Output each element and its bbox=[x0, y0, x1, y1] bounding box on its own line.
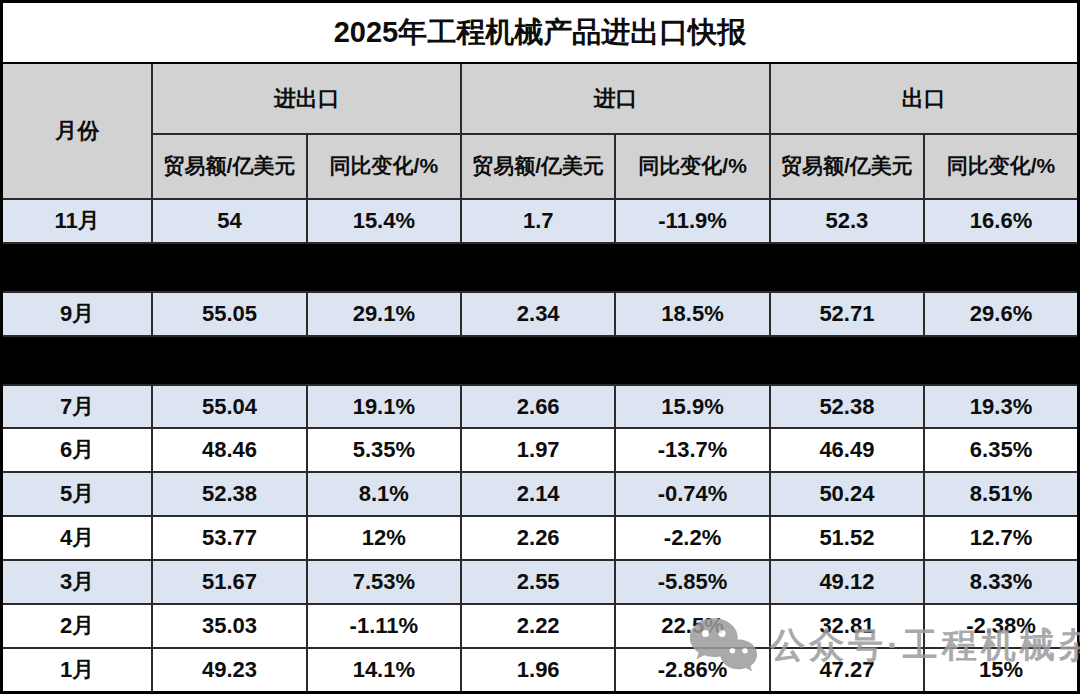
value-cell: 8.33% bbox=[924, 560, 1078, 604]
header-yoy-change-3: 同比变化/% bbox=[924, 134, 1078, 199]
month-cell: 11月 bbox=[2, 199, 153, 243]
value-cell: 50.24 bbox=[770, 472, 924, 516]
table-row: 6月48.465.35%1.97-13.7%46.496.35% bbox=[2, 428, 1079, 472]
value-cell: 53.77 bbox=[152, 516, 306, 560]
value-cell: -0.74% bbox=[615, 472, 769, 516]
value-cell: 46.49 bbox=[770, 428, 924, 472]
table-row: 5月52.388.1%2.14-0.74%50.248.51% bbox=[2, 472, 1079, 516]
table-row: 2月35.03-1.11%2.2222.5%32.81-2.38% bbox=[2, 604, 1079, 648]
value-cell: 12% bbox=[307, 516, 461, 560]
value-cell: 29.1% bbox=[307, 292, 461, 336]
value-cell: 52.38 bbox=[770, 385, 924, 429]
value-cell: -11.9% bbox=[615, 199, 769, 243]
value-cell: 19.3% bbox=[924, 385, 1078, 429]
value-cell: -2.2% bbox=[615, 516, 769, 560]
month-cell: 3月 bbox=[2, 560, 153, 604]
month-cell: 9月 bbox=[2, 292, 153, 336]
header-sub-row: 贸易额/亿美元 同比变化/% 贸易额/亿美元 同比变化/% 贸易额/亿美元 同比… bbox=[2, 134, 1079, 199]
month-cell: 1月 bbox=[2, 648, 153, 693]
value-cell: 15.9% bbox=[615, 385, 769, 429]
value-cell: 2.66 bbox=[461, 385, 615, 429]
value-cell: 55.04 bbox=[152, 385, 306, 429]
table-row: 3月51.677.53%2.55-5.85%49.128.33% bbox=[2, 560, 1079, 604]
month-cell: 6月 bbox=[2, 428, 153, 472]
value-cell: 14.1% bbox=[307, 648, 461, 693]
table-row: 9月55.0529.1%2.3418.5%52.7129.6% bbox=[2, 292, 1079, 336]
value-cell: -2.38% bbox=[924, 604, 1078, 648]
table-title: 2025年工程机械产品进出口快报 bbox=[2, 2, 1079, 64]
value-cell: 19.1% bbox=[307, 385, 461, 429]
value-cell: 12.7% bbox=[924, 516, 1078, 560]
value-cell: 54 bbox=[152, 199, 306, 243]
header-group-import: 进口 bbox=[461, 63, 770, 133]
value-cell: 18.5% bbox=[615, 292, 769, 336]
value-cell: -13.7% bbox=[615, 428, 769, 472]
header-yoy-change-1: 同比变化/% bbox=[307, 134, 461, 199]
value-cell: 49.12 bbox=[770, 560, 924, 604]
table-row: 11月5415.4%1.7-11.9%52.316.6% bbox=[2, 199, 1079, 243]
value-cell: 1.7 bbox=[461, 199, 615, 243]
header-yoy-change-2: 同比变化/% bbox=[615, 134, 769, 199]
value-cell: 47.27 bbox=[770, 648, 924, 693]
value-cell: -5.85% bbox=[615, 560, 769, 604]
header-trade-amount-3: 贸易额/亿美元 bbox=[770, 134, 924, 199]
header-month: 月份 bbox=[2, 63, 153, 198]
redacted-cell bbox=[2, 243, 1079, 292]
header-group-import-export: 进出口 bbox=[152, 63, 461, 133]
value-cell: 15% bbox=[924, 648, 1078, 693]
value-cell: 1.96 bbox=[461, 648, 615, 693]
value-cell: 2.22 bbox=[461, 604, 615, 648]
header-trade-amount-1: 贸易额/亿美元 bbox=[152, 134, 306, 199]
value-cell: 2.14 bbox=[461, 472, 615, 516]
value-cell: -1.11% bbox=[307, 604, 461, 648]
value-cell: 15.4% bbox=[307, 199, 461, 243]
value-cell: 8.1% bbox=[307, 472, 461, 516]
table-row: 4月53.7712%2.26-2.2%51.5212.7% bbox=[2, 516, 1079, 560]
value-cell: 55.05 bbox=[152, 292, 306, 336]
value-cell: 1.97 bbox=[461, 428, 615, 472]
month-cell: 4月 bbox=[2, 516, 153, 560]
value-cell: 32.81 bbox=[770, 604, 924, 648]
month-cell: 7月 bbox=[2, 385, 153, 429]
value-cell: 5.35% bbox=[307, 428, 461, 472]
value-cell: 51.67 bbox=[152, 560, 306, 604]
header-trade-amount-2: 贸易额/亿美元 bbox=[461, 134, 615, 199]
value-cell: 49.23 bbox=[152, 648, 306, 693]
value-cell: 48.46 bbox=[152, 428, 306, 472]
title-row: 2025年工程机械产品进出口快报 bbox=[2, 2, 1079, 64]
table-row: 1月49.2314.1%1.96-2.86%47.2715% bbox=[2, 648, 1079, 693]
table-row: 7月55.0419.1%2.6615.9%52.3819.3% bbox=[2, 385, 1079, 429]
value-cell: 52.38 bbox=[152, 472, 306, 516]
value-cell: 51.52 bbox=[770, 516, 924, 560]
value-cell: 7.53% bbox=[307, 560, 461, 604]
value-cell: 2.55 bbox=[461, 560, 615, 604]
value-cell: 52.71 bbox=[770, 292, 924, 336]
value-cell: 35.03 bbox=[152, 604, 306, 648]
import-export-table: 2025年工程机械产品进出口快报 月份 进出口 进口 出口 贸易额/亿美元 同比… bbox=[0, 0, 1080, 694]
redacted-cell bbox=[2, 336, 1079, 385]
value-cell: 22.5% bbox=[615, 604, 769, 648]
header-group-export: 出口 bbox=[770, 63, 1079, 133]
month-cell: 5月 bbox=[2, 472, 153, 516]
month-cell: 2月 bbox=[2, 604, 153, 648]
header-group-row: 月份 进出口 进口 出口 bbox=[2, 63, 1079, 133]
value-cell: 29.6% bbox=[924, 292, 1078, 336]
value-cell: 16.6% bbox=[924, 199, 1078, 243]
value-cell: -2.86% bbox=[615, 648, 769, 693]
value-cell: 8.51% bbox=[924, 472, 1078, 516]
value-cell: 2.34 bbox=[461, 292, 615, 336]
value-cell: 6.35% bbox=[924, 428, 1078, 472]
value-cell: 52.3 bbox=[770, 199, 924, 243]
redacted-row bbox=[2, 243, 1079, 292]
value-cell: 2.26 bbox=[461, 516, 615, 560]
redacted-row bbox=[2, 336, 1079, 385]
